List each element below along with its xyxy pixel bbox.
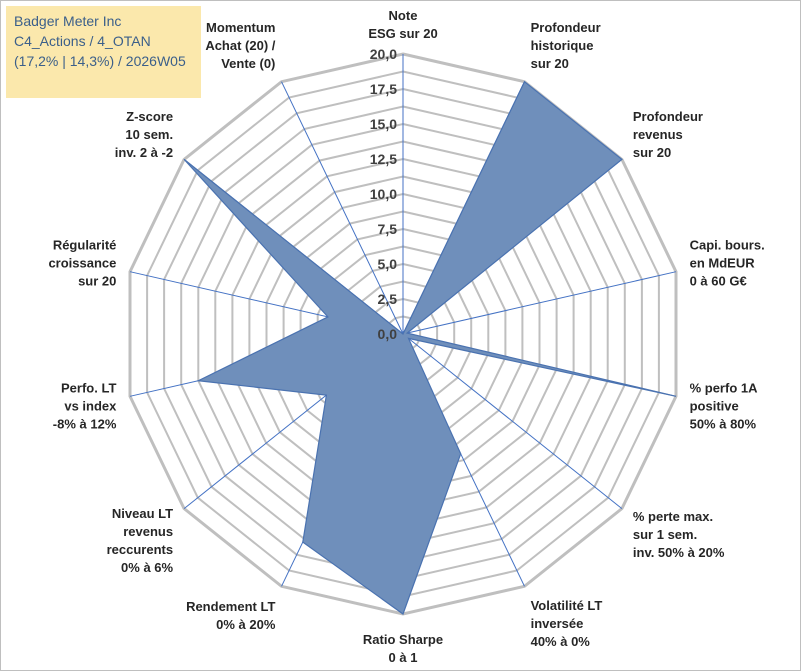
title-line-company: Badger Meter Inc xyxy=(14,13,122,29)
axis-label-line: Momentum xyxy=(206,20,275,35)
axis-label-line: Vente (0) xyxy=(221,56,275,71)
radar-series xyxy=(183,80,677,615)
axis-spoke xyxy=(402,333,623,509)
axis-label-line: Régularité xyxy=(53,238,117,253)
axis-label-line: Ratio Sharpe xyxy=(363,632,443,647)
axis-label-line: Niveau LT xyxy=(112,506,173,521)
axis-label-line: Perfo. LT xyxy=(61,380,116,395)
axis-label-line: ESG sur 20 xyxy=(368,26,437,41)
axis-label-line: inv. 50% à 20% xyxy=(633,545,725,560)
axis-label-line: Achat (20) / xyxy=(205,38,275,53)
radar-axis-labels: Note ESG sur 20 Profondeur historique sur 20… xyxy=(48,8,764,665)
axis-label: Profondeur historique sur 20 xyxy=(531,20,601,71)
chart-title-box: Badger Meter Inc C4_Actions / 4_OTAN (17… xyxy=(6,6,201,98)
axis-label-line: 0% à 20% xyxy=(216,617,276,632)
axis-label-line: 0 à 60 G€ xyxy=(690,274,747,289)
axis-label: Z-score 10 sem. inv. 2 à -2 xyxy=(115,109,173,160)
tick-label: 12,5 xyxy=(370,151,397,167)
axis-label: % perte max. sur 1 sem. inv. 50% à 20% xyxy=(633,509,725,560)
axis-label-line: Z-score xyxy=(126,109,173,124)
axis-label-line: 0 à 1 xyxy=(389,650,418,665)
tick-label: 5,0 xyxy=(378,256,398,272)
axis-label-line: -8% à 12% xyxy=(53,416,117,431)
axis-label-line: Profondeur xyxy=(633,109,703,124)
tick-label: 20,0 xyxy=(370,46,397,62)
axis-label-line: inversée xyxy=(531,616,584,631)
axis-label-line: Rendement LT xyxy=(186,599,275,614)
axis-label-line: sur 20 xyxy=(78,274,116,289)
radar-tick-labels: 0,0 2,5 5,0 7,5 10,0 12,5 15,0 17,5 20,0 xyxy=(370,46,397,342)
series-area xyxy=(183,80,677,615)
tick-label: 2,5 xyxy=(378,291,398,307)
tick-label: 17,5 xyxy=(370,81,397,97)
axis-label-line: Note xyxy=(389,8,418,23)
axis-label: Volatilité LT inversée 40% à 0% xyxy=(531,598,603,649)
axis-spoke xyxy=(281,81,404,335)
axis-label: Note ESG sur 20 xyxy=(368,8,437,41)
axis-label: Momentum Achat (20) / Vente (0) xyxy=(205,20,275,71)
axis-label-line: reccurents xyxy=(107,542,173,557)
axis-label: Niveau LT revenus reccurents 0% à 6% xyxy=(107,506,174,575)
axis-label-line: revenus xyxy=(123,524,173,539)
tick-label: 0,0 xyxy=(378,326,398,342)
axis-label: Ratio Sharpe 0 à 1 xyxy=(363,632,443,665)
axis-label-line: inv. 2 à -2 xyxy=(115,145,173,160)
axis-label-line: % perte max. xyxy=(633,509,713,524)
axis-label-line: Capi. bours. xyxy=(690,238,765,253)
tick-label: 15,0 xyxy=(370,116,397,132)
axis-label: Perfo. LT vs index -8% à 12% xyxy=(53,380,117,431)
title-line-stats: (17,2% | 14,3%) / 2026W05 xyxy=(14,53,186,69)
title-line-category: C4_Actions / 4_OTAN xyxy=(14,33,151,49)
axis-label-line: sur 20 xyxy=(531,56,569,71)
axis-label-line: % perfo 1A xyxy=(690,380,759,395)
axis-label-line: 10 sem. xyxy=(125,127,173,142)
axis-label-line: 50% à 80% xyxy=(690,416,757,431)
axis-label-line: 40% à 0% xyxy=(531,634,591,649)
axis-label-line: Volatilité LT xyxy=(531,598,603,613)
axis-label: % perfo 1A positive 50% à 80% xyxy=(690,380,759,431)
axis-label: Capi. bours. en MdEUR 0 à 60 G€ xyxy=(690,238,765,289)
axis-label-line: revenus xyxy=(633,127,683,142)
axis-label-line: sur 1 sem. xyxy=(633,527,697,542)
axis-label: Profondeur revenus sur 20 xyxy=(633,109,703,160)
tick-label: 7,5 xyxy=(378,221,398,237)
axis-label-line: Profondeur xyxy=(531,20,601,35)
tick-label: 10,0 xyxy=(370,186,397,202)
axis-label-line: croissance xyxy=(48,256,116,271)
axis-spoke xyxy=(402,271,677,335)
axis-label-line: vs index xyxy=(64,398,117,413)
axis-label-line: positive xyxy=(690,398,739,413)
axis-label: Rendement LT 0% à 20% xyxy=(186,599,276,632)
axis-label-line: sur 20 xyxy=(633,145,671,160)
axis-label-line: en MdEUR xyxy=(690,256,756,271)
axis-label: Régularité croissance sur 20 xyxy=(48,238,116,289)
axis-label-line: 0% à 6% xyxy=(121,560,173,575)
axis-label-line: historique xyxy=(531,38,594,53)
